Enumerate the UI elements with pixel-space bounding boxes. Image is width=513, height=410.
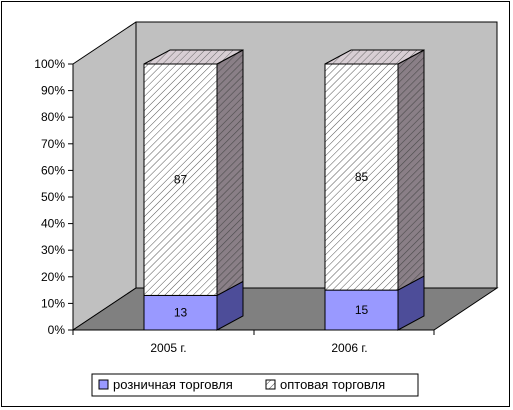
bar-segment-side	[216, 49, 244, 297]
y-tick-label: 90%	[41, 84, 65, 98]
bar-segment-side	[397, 49, 425, 291]
y-tick-label: 0%	[48, 323, 66, 337]
y-tick-label: 10%	[41, 296, 65, 310]
legend-swatch-retail	[98, 379, 109, 390]
x-axis: 2005 г. 2006 г.	[72, 330, 435, 355]
floor	[71, 287, 499, 331]
bar-segment-wholesale	[324, 63, 399, 291]
bar-segment-retail	[143, 294, 218, 331]
legend-swatch-wholesale	[265, 379, 276, 390]
y-tick-label: 70%	[41, 137, 65, 151]
data-label: 15	[355, 303, 369, 317]
bar-top-face	[143, 49, 244, 65]
legend-label-wholesale: оптовая торговля	[280, 377, 385, 392]
y-tick-label: 50%	[41, 190, 65, 204]
y-tick-label: 60%	[41, 163, 65, 177]
data-label: 85	[355, 170, 369, 184]
x-tick-label: 2005 г.	[150, 341, 186, 355]
data-label: 87	[174, 173, 188, 187]
x-tick-label: 2006 г.	[331, 341, 367, 355]
bar-segment-retail	[324, 289, 399, 331]
y-tick-label: 30%	[41, 243, 65, 257]
y-tick-label: 80%	[41, 110, 65, 124]
y-tick-label: 40%	[41, 217, 65, 231]
y-tick-label: 100%	[34, 57, 65, 71]
bar-group-0: 13 87	[143, 49, 244, 331]
legend-label-retail: розничная торговля	[113, 377, 233, 392]
legend: розничная торговля оптовая торговля	[91, 373, 419, 397]
legend-box	[91, 373, 419, 397]
bar-top-face	[324, 49, 425, 65]
data-label: 13	[174, 306, 188, 320]
y-axis: 0% 10% 20% 30% 40% 50% 60% 70% 80% 90% 100%	[34, 57, 73, 337]
y-tick-label: 20%	[41, 270, 65, 284]
